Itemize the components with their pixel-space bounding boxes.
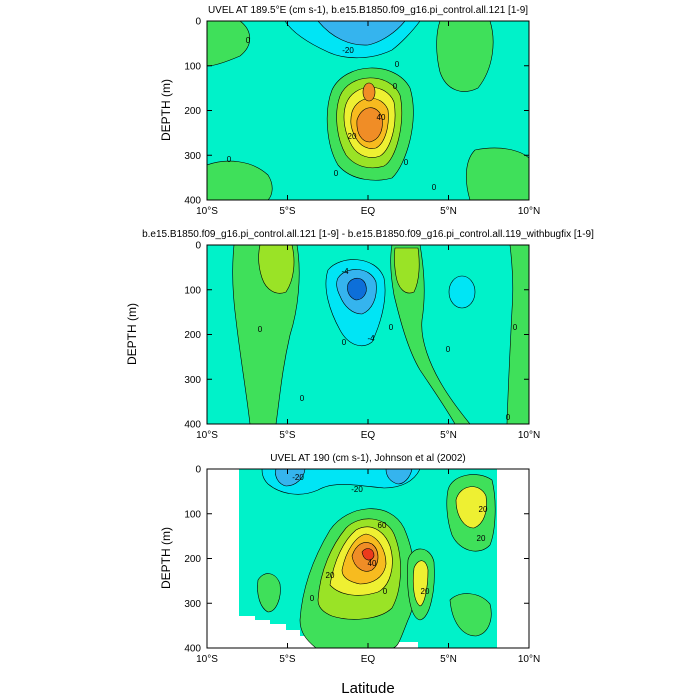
contour-label: 0: [300, 394, 305, 403]
contour-label: 0: [506, 413, 511, 422]
contour-band-surface-core: [317, 21, 406, 46]
x-tick-label: 5°S: [279, 430, 296, 441]
y-tick-label: 400: [184, 644, 201, 655]
contour-band-far-east: [506, 245, 529, 424]
contour-band-surface-core-east: [385, 469, 413, 485]
contour-label: 20: [326, 571, 335, 580]
x-tick-label: 5°N: [440, 206, 457, 217]
contour-label: 0: [227, 155, 232, 164]
contour-label: 0: [393, 82, 398, 91]
x-tick-label: 10°N: [518, 206, 540, 217]
contour-label: 0: [389, 323, 394, 332]
contour-band-west: [207, 21, 251, 67]
contour-band-deep-east: [466, 147, 529, 200]
panel-observations: UVEL AT 190 (cm s-1), Johnson et al (200…: [159, 453, 540, 697]
panel-model-uvel: UVEL AT 189.5°E (cm s-1), b.e15.B1850.f0…: [159, 5, 540, 217]
contour-label: 20: [421, 587, 430, 596]
contour-label: 0: [342, 338, 347, 347]
contour-band-east-neg: [448, 275, 476, 309]
contour-band-jet-80: [361, 548, 375, 561]
x-tick-label: 10°S: [196, 206, 218, 217]
contour-band-west-strong: [258, 245, 295, 294]
y-tick-label: 0: [195, 241, 201, 252]
contour-label: -20: [351, 485, 363, 494]
panel-2-axes: 10°S 5°S EQ 5°N 10°N 0 100 200 300 400: [184, 241, 540, 442]
x-tick-label: EQ: [361, 430, 376, 441]
contour-band-neg-12: [347, 277, 367, 301]
x-tick-label: 10°S: [196, 430, 218, 441]
y-tick-label: 0: [195, 17, 201, 28]
x-tick-label: 5°N: [440, 654, 457, 665]
y-tick-label: 300: [184, 375, 201, 386]
x-tick-label: 5°S: [279, 654, 296, 665]
y-tick-label: 200: [184, 106, 201, 117]
x-tick-label: 10°N: [518, 430, 540, 441]
contour-band-jet-60: [356, 107, 383, 143]
x-tick-label: EQ: [361, 206, 376, 217]
x-tick-label: 5°N: [440, 430, 457, 441]
panel-3-ylabel: DEPTH (m): [159, 527, 173, 589]
contour-label: 20: [477, 534, 486, 543]
y-tick-label: 300: [184, 599, 201, 610]
x-tick-label: 10°N: [518, 654, 540, 665]
contour-band-jet-core: [362, 82, 376, 102]
panel-2-ylabel: DEPTH (m): [125, 303, 139, 365]
contour-label: -4: [367, 334, 375, 343]
contour-label: 20: [348, 132, 357, 141]
contour-band-east: [436, 21, 494, 92]
y-tick-label: 100: [184, 509, 201, 520]
x-tick-label: 5°S: [279, 206, 296, 217]
x-tick-label: EQ: [361, 654, 376, 665]
panel-3-title: UVEL AT 190 (cm s-1), Johnson et al (200…: [270, 453, 465, 464]
contour-label: 0: [432, 183, 437, 192]
contour-label: 0: [404, 158, 409, 167]
x-axis-label: Latitude: [341, 680, 394, 697]
contour-band-deep-east-20: [412, 560, 429, 607]
contour-label: 40: [368, 559, 377, 568]
contour-label: 60: [378, 521, 387, 530]
contour-label: 0: [395, 60, 400, 69]
panel-1-ylabel: DEPTH (m): [159, 79, 173, 141]
y-tick-label: 200: [184, 554, 201, 565]
contour-label: 0: [383, 587, 388, 596]
contour-label: -20: [342, 46, 354, 55]
contour-label: 0: [258, 325, 263, 334]
y-tick-label: 200: [184, 330, 201, 341]
contour-band-deep-west: [207, 160, 273, 200]
contour-label: 40: [377, 113, 386, 122]
panel-2-contours: -4 0 0 -4 0 0 0 0 0: [207, 245, 529, 424]
contour-label: 0: [513, 323, 518, 332]
contour-label: 0: [310, 594, 315, 603]
panel-difference: b.e15.B1850.f09_g16.pi_control.all.121 […: [125, 229, 594, 441]
y-tick-label: 400: [184, 420, 201, 431]
contour-band-surface-core-west: [275, 469, 306, 487]
contour-band-east-20: [455, 486, 487, 529]
contour-label: 0: [446, 345, 451, 354]
contour-label: 0: [246, 36, 251, 45]
contour-band-deep-far-east: [449, 593, 492, 637]
y-tick-label: 400: [184, 196, 201, 207]
panel-3-contours: -20 -20 20 20 60 40 20 20 0 0: [207, 469, 529, 648]
contour-label: 20: [479, 505, 488, 514]
y-tick-label: 300: [184, 151, 201, 162]
y-tick-label: 0: [195, 465, 201, 476]
contour-band-east-strong: [394, 247, 420, 294]
contour-band-deep-west: [257, 573, 281, 613]
panel-2-title: b.e15.B1850.f09_g16.pi_control.all.121 […: [142, 229, 594, 240]
contour-label: -20: [292, 473, 304, 482]
contour-label: -4: [341, 267, 349, 276]
panel-1-contours: 0 -20 0 0 40 20 0 0 0 0: [207, 21, 529, 200]
y-tick-label: 100: [184, 61, 201, 72]
contour-label: 0: [334, 169, 339, 178]
y-tick-label: 100: [184, 285, 201, 296]
x-tick-label: 10°S: [196, 654, 218, 665]
panel-1-title: UVEL AT 189.5°E (cm s-1), b.e15.B1850.f0…: [208, 5, 528, 16]
